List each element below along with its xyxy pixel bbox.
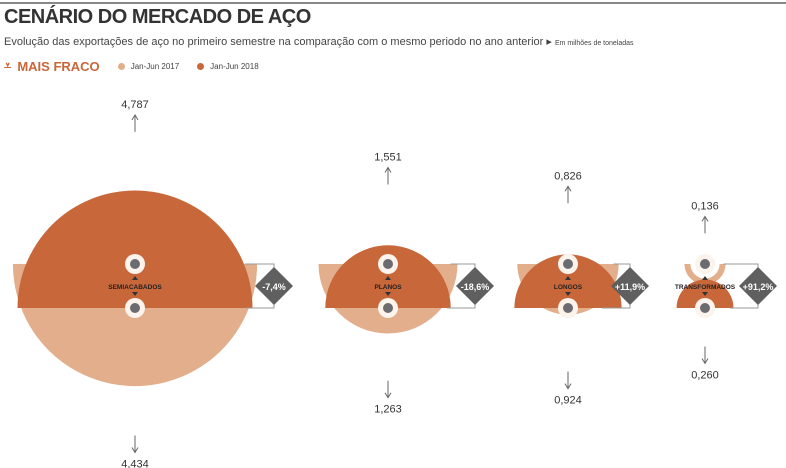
up-triangle-icon [132, 276, 138, 280]
arrowhead [131, 113, 139, 121]
change-diamond [739, 267, 777, 305]
legend-swatch-2017 [117, 62, 125, 70]
category-label: PLANOS [374, 284, 402, 291]
value-2017: 1,551 [374, 152, 402, 164]
legend-swatch-2018 [197, 62, 205, 70]
change-diamond [456, 267, 494, 305]
value-2017: 0,136 [691, 200, 719, 212]
down-triangle-icon [702, 292, 708, 296]
center-dot [130, 303, 140, 313]
down-triangle-icon [132, 292, 138, 296]
unit-note: Em milhões de toneladas [554, 40, 634, 47]
change-diamond [611, 267, 649, 305]
bar-2018-2 [514, 254, 622, 308]
down-triangle-icon [565, 292, 571, 296]
value-2018: 0,924 [554, 395, 582, 407]
legend-label-2018: Jan-Jun 2018 [210, 61, 259, 71]
center-dot [563, 303, 573, 313]
up-triangle-icon [702, 276, 708, 280]
up-triangle-icon [565, 276, 571, 280]
change-label: +11,9% [615, 282, 645, 292]
change-label: -7,4% [262, 282, 286, 292]
category-label: LONGOS [554, 284, 583, 291]
subtitle-text: Evolução das exportações de aço no prime… [4, 36, 544, 48]
value-2017: 4,787 [121, 99, 149, 111]
change-label: +91,2% [743, 282, 774, 292]
value-2018: 1,263 [374, 404, 402, 416]
tag-label: MAIS FRACO [17, 58, 100, 74]
arrowhead [131, 447, 139, 454]
center-dot [700, 259, 710, 269]
value-2018: 4,434 [121, 458, 149, 468]
change-diamond [255, 267, 293, 305]
arrowhead [701, 358, 709, 365]
center-dot [700, 303, 710, 313]
category-label: SEMIACABADOS [108, 284, 162, 291]
arrowhead [564, 383, 572, 390]
change-label: -18,6% [461, 282, 490, 292]
top-rule [0, 2, 786, 4]
category-label: TRANSFORMADOS [675, 284, 736, 291]
center-dot [383, 259, 393, 269]
arrowhead [384, 392, 392, 399]
center-dot [383, 303, 393, 313]
center-dot [130, 259, 140, 269]
arrowhead [701, 215, 709, 222]
legend-label-2017: Jan-Jun 2017 [130, 61, 180, 71]
chart-title: CENÁRIO DO MERCADO DE AÇO [4, 6, 311, 28]
arrowhead [564, 185, 572, 192]
legend: ⩡ MAIS FRACO Jan-Jun 2017 Jan-Jun 2018 [4, 58, 259, 74]
arrow-down-icon: ⩡ [4, 58, 12, 73]
center-dot [563, 259, 573, 269]
chart-subtitle: Evolução das exportações de aço no prime… [4, 36, 634, 48]
bar-2018-0 [17, 190, 253, 308]
up-triangle-icon [385, 276, 391, 280]
down-triangle-icon [385, 292, 391, 296]
arrowhead [384, 166, 392, 173]
value-2018: 0,260 [691, 369, 719, 381]
value-2017: 0,826 [554, 170, 582, 182]
